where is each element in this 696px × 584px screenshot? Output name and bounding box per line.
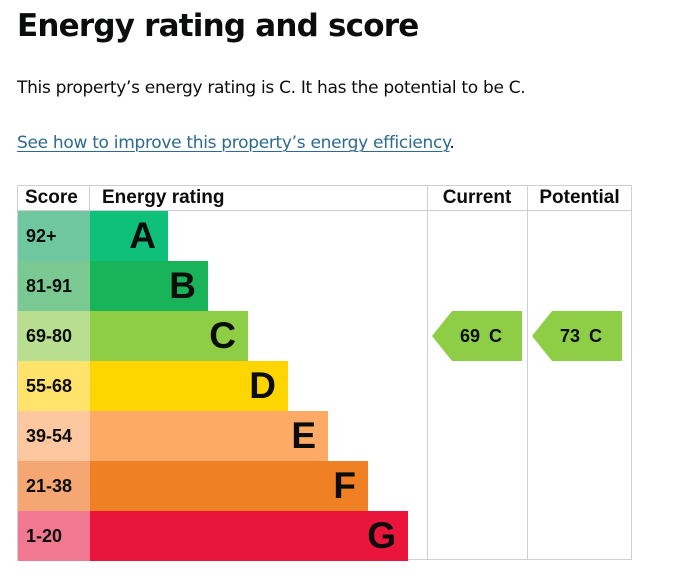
band-row-e: 39-54 E xyxy=(18,411,427,461)
improve-paragraph: See how to improve this property’s energ… xyxy=(17,132,455,154)
improve-suffix: . xyxy=(449,133,455,153)
potential-rating-arrow: 73 C xyxy=(532,311,622,361)
band-score-range: 39-54 xyxy=(18,411,90,461)
rating-summary: This property’s energy rating is C. It h… xyxy=(17,78,526,98)
band-score-range: 92+ xyxy=(18,211,90,261)
band-score-range: 1-20 xyxy=(18,511,90,561)
header-score: Score xyxy=(25,187,78,208)
band-score-range: 81-91 xyxy=(18,261,90,311)
header-potential: Potential xyxy=(539,187,620,208)
improve-efficiency-link[interactable]: See how to improve this property’s energ… xyxy=(17,133,450,153)
page-title: Energy rating and score xyxy=(17,8,419,44)
band-bar-f: F xyxy=(90,461,368,511)
band-row-b: 81-91 B xyxy=(18,261,427,311)
band-bar-d: D xyxy=(90,361,288,411)
header-divider xyxy=(18,210,631,211)
band-bar-c: C xyxy=(90,311,248,361)
current-rating-arrow: 69 C xyxy=(432,311,522,361)
energy-rating-chart: Score Energy rating Current Potential 92… xyxy=(17,185,632,561)
band-row-a: 92+ A xyxy=(18,211,427,261)
header-energy-rating: Energy rating xyxy=(102,187,225,208)
band-row-d: 55-68 D xyxy=(18,361,427,411)
band-bar-a: A xyxy=(90,211,168,261)
band-row-f: 21-38 F xyxy=(18,461,427,511)
band-score-range: 55-68 xyxy=(18,361,90,411)
band-row-g: 1-20 G xyxy=(18,511,427,561)
band-score-range: 69-80 xyxy=(18,311,90,361)
band-row-c: 69-80 C xyxy=(18,311,427,361)
band-score-range: 21-38 xyxy=(18,461,90,511)
column-divider-current xyxy=(427,186,428,559)
band-bar-b: B xyxy=(90,261,208,311)
band-bar-g: G xyxy=(90,511,408,561)
band-bar-e: E xyxy=(90,411,328,461)
column-divider-score xyxy=(89,186,90,211)
column-divider-potential xyxy=(527,186,528,559)
header-current: Current xyxy=(442,187,512,208)
